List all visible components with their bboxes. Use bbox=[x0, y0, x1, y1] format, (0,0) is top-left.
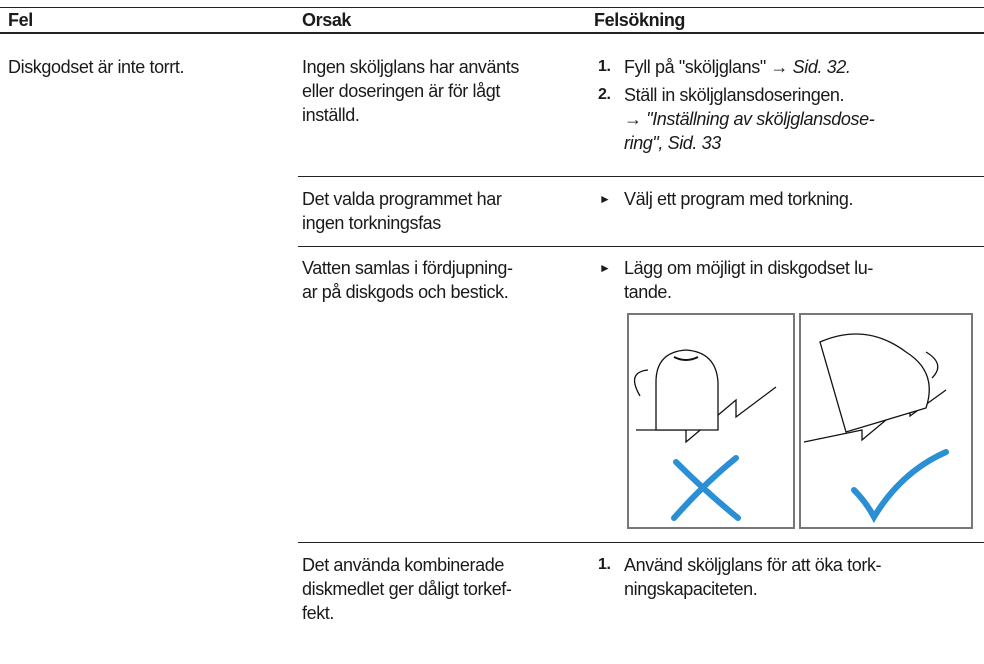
fault: Diskgodset är inte torrt. bbox=[8, 57, 185, 77]
cause: Det använda kombinerade bbox=[302, 555, 504, 575]
step-text: Fyll på "sköljglans" → bbox=[624, 57, 789, 77]
header: Orsak bbox=[302, 10, 352, 30]
cause: ingen torkningsfas bbox=[302, 213, 441, 233]
cause: Det valda programmet har bbox=[302, 189, 502, 209]
step-number: 2. bbox=[598, 86, 611, 103]
rule bbox=[298, 246, 984, 247]
bullet: ► bbox=[599, 192, 611, 206]
cause: ar på diskgods och bestick. bbox=[302, 282, 509, 302]
reference: → "Inställning av sköljglansdose- bbox=[624, 109, 875, 129]
step-number: 1. bbox=[598, 58, 611, 75]
step-text: tande. bbox=[624, 282, 672, 302]
step-number: 1. bbox=[598, 556, 611, 573]
illustration bbox=[627, 313, 973, 529]
reference: Sid. 32. bbox=[792, 57, 851, 77]
header: Fel bbox=[8, 10, 33, 30]
step-text: Ställ in sköljglansdoseringen. bbox=[624, 85, 845, 105]
step-text: Välj ett program med torkning. bbox=[624, 189, 854, 209]
rule bbox=[0, 32, 984, 34]
cause: Ingen sköljglans har använts bbox=[302, 57, 519, 77]
step: Fyll på "sköljglans" → Sid. 32. bbox=[624, 55, 851, 79]
cause: fekt. bbox=[302, 603, 335, 623]
step-text: Använd sköljglans för att öka tork- bbox=[624, 555, 882, 575]
rule bbox=[0, 7, 984, 8]
cause: inställd. bbox=[302, 105, 360, 125]
cause: diskmedlet ger dåligt torkef- bbox=[302, 579, 512, 599]
cause: eller doseringen är för lågt bbox=[302, 81, 500, 101]
step-text: Lägg om möjligt in diskgodset lu- bbox=[624, 258, 873, 278]
rule bbox=[298, 176, 984, 177]
header: Felsökning bbox=[594, 10, 686, 30]
step-text: ningskapaciteten. bbox=[624, 579, 758, 599]
bullet: ► bbox=[599, 261, 611, 275]
rule bbox=[298, 542, 984, 543]
reference: ring", Sid. 33 bbox=[624, 133, 721, 153]
cause: Vatten samlas i fördjupning- bbox=[302, 258, 513, 278]
